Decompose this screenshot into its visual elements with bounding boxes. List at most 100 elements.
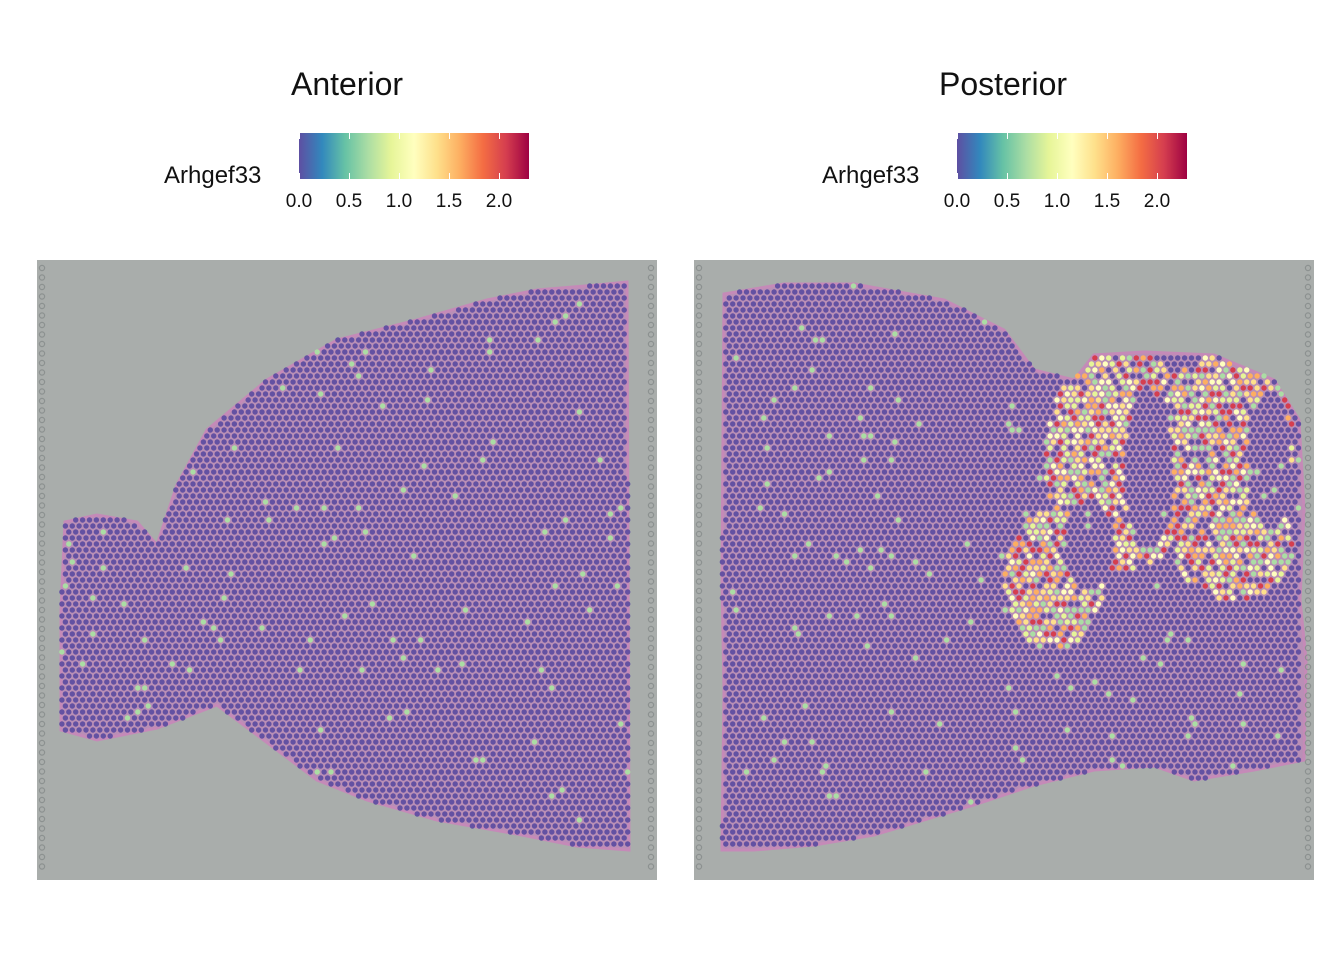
spot (217, 493, 224, 499)
spot (380, 691, 386, 697)
spot (228, 703, 234, 709)
spot (466, 337, 472, 343)
spot (269, 379, 276, 385)
spot (318, 691, 324, 697)
spot (390, 505, 396, 511)
spot (100, 709, 106, 715)
spot (500, 421, 507, 427)
spot (162, 637, 169, 643)
spot (500, 697, 507, 703)
spot (455, 475, 462, 481)
spot (286, 493, 293, 499)
spot (345, 571, 351, 577)
spot (114, 565, 120, 571)
spot (290, 451, 296, 457)
spot (324, 427, 331, 433)
spot (597, 409, 603, 415)
spot (566, 391, 572, 397)
spot (518, 559, 524, 565)
spot (69, 547, 75, 553)
spot (148, 553, 155, 559)
spot (380, 343, 386, 349)
spot (245, 433, 251, 439)
spot (404, 637, 410, 643)
spot (580, 439, 586, 445)
spot (424, 649, 431, 655)
spot (276, 499, 282, 505)
spot (273, 385, 279, 391)
spot (528, 289, 534, 295)
spot (393, 463, 400, 469)
spot (314, 457, 320, 463)
spot (200, 487, 207, 493)
spot (373, 547, 379, 553)
spot (66, 685, 72, 691)
fiducial-dot (647, 701, 655, 709)
spot (521, 385, 527, 391)
spot (414, 535, 420, 541)
spot (355, 625, 362, 631)
spot (528, 469, 534, 475)
spot (369, 625, 376, 631)
spot (535, 349, 541, 355)
spot (283, 607, 289, 613)
spot (587, 283, 593, 289)
spot (435, 367, 441, 373)
spot (390, 445, 396, 451)
spot (59, 697, 65, 703)
spot (307, 577, 313, 583)
spot (476, 319, 482, 325)
spot (169, 601, 175, 607)
spot (176, 517, 182, 523)
spot (349, 697, 355, 703)
spot (521, 421, 527, 427)
spot (280, 457, 286, 463)
spot (611, 385, 617, 391)
spot (490, 343, 496, 349)
spot (483, 643, 489, 649)
spot (314, 445, 320, 451)
spot (107, 709, 113, 715)
spot (621, 595, 627, 601)
spot (214, 619, 220, 625)
spot (297, 535, 303, 541)
spot (173, 487, 179, 493)
spot (487, 517, 493, 523)
spot (104, 559, 110, 565)
spot (242, 571, 248, 577)
spot (576, 397, 583, 403)
spot (576, 301, 583, 307)
spot (504, 715, 510, 721)
colorbar-tick (299, 133, 300, 139)
spot (418, 649, 424, 655)
spot (490, 475, 496, 481)
spot (224, 589, 231, 595)
spot (104, 631, 110, 637)
spot (583, 697, 589, 703)
spot (487, 457, 493, 463)
spot (535, 361, 541, 367)
fiducial-dot (647, 511, 655, 519)
spot (562, 457, 569, 463)
spot (576, 457, 583, 463)
spot (618, 397, 624, 403)
spot (528, 385, 534, 391)
spot (273, 373, 279, 379)
spot (331, 607, 338, 613)
spot (473, 409, 479, 415)
spot (476, 355, 482, 361)
spot (242, 463, 248, 469)
spot (483, 355, 489, 361)
spot (104, 703, 110, 709)
spot (469, 415, 476, 421)
spot (521, 493, 527, 499)
spot (155, 625, 162, 631)
spot (469, 619, 476, 625)
spot (600, 619, 607, 625)
spot (186, 595, 193, 601)
spot (217, 517, 224, 523)
spot (442, 655, 448, 661)
spot (335, 685, 341, 691)
spot (362, 457, 369, 463)
spot (449, 487, 455, 493)
